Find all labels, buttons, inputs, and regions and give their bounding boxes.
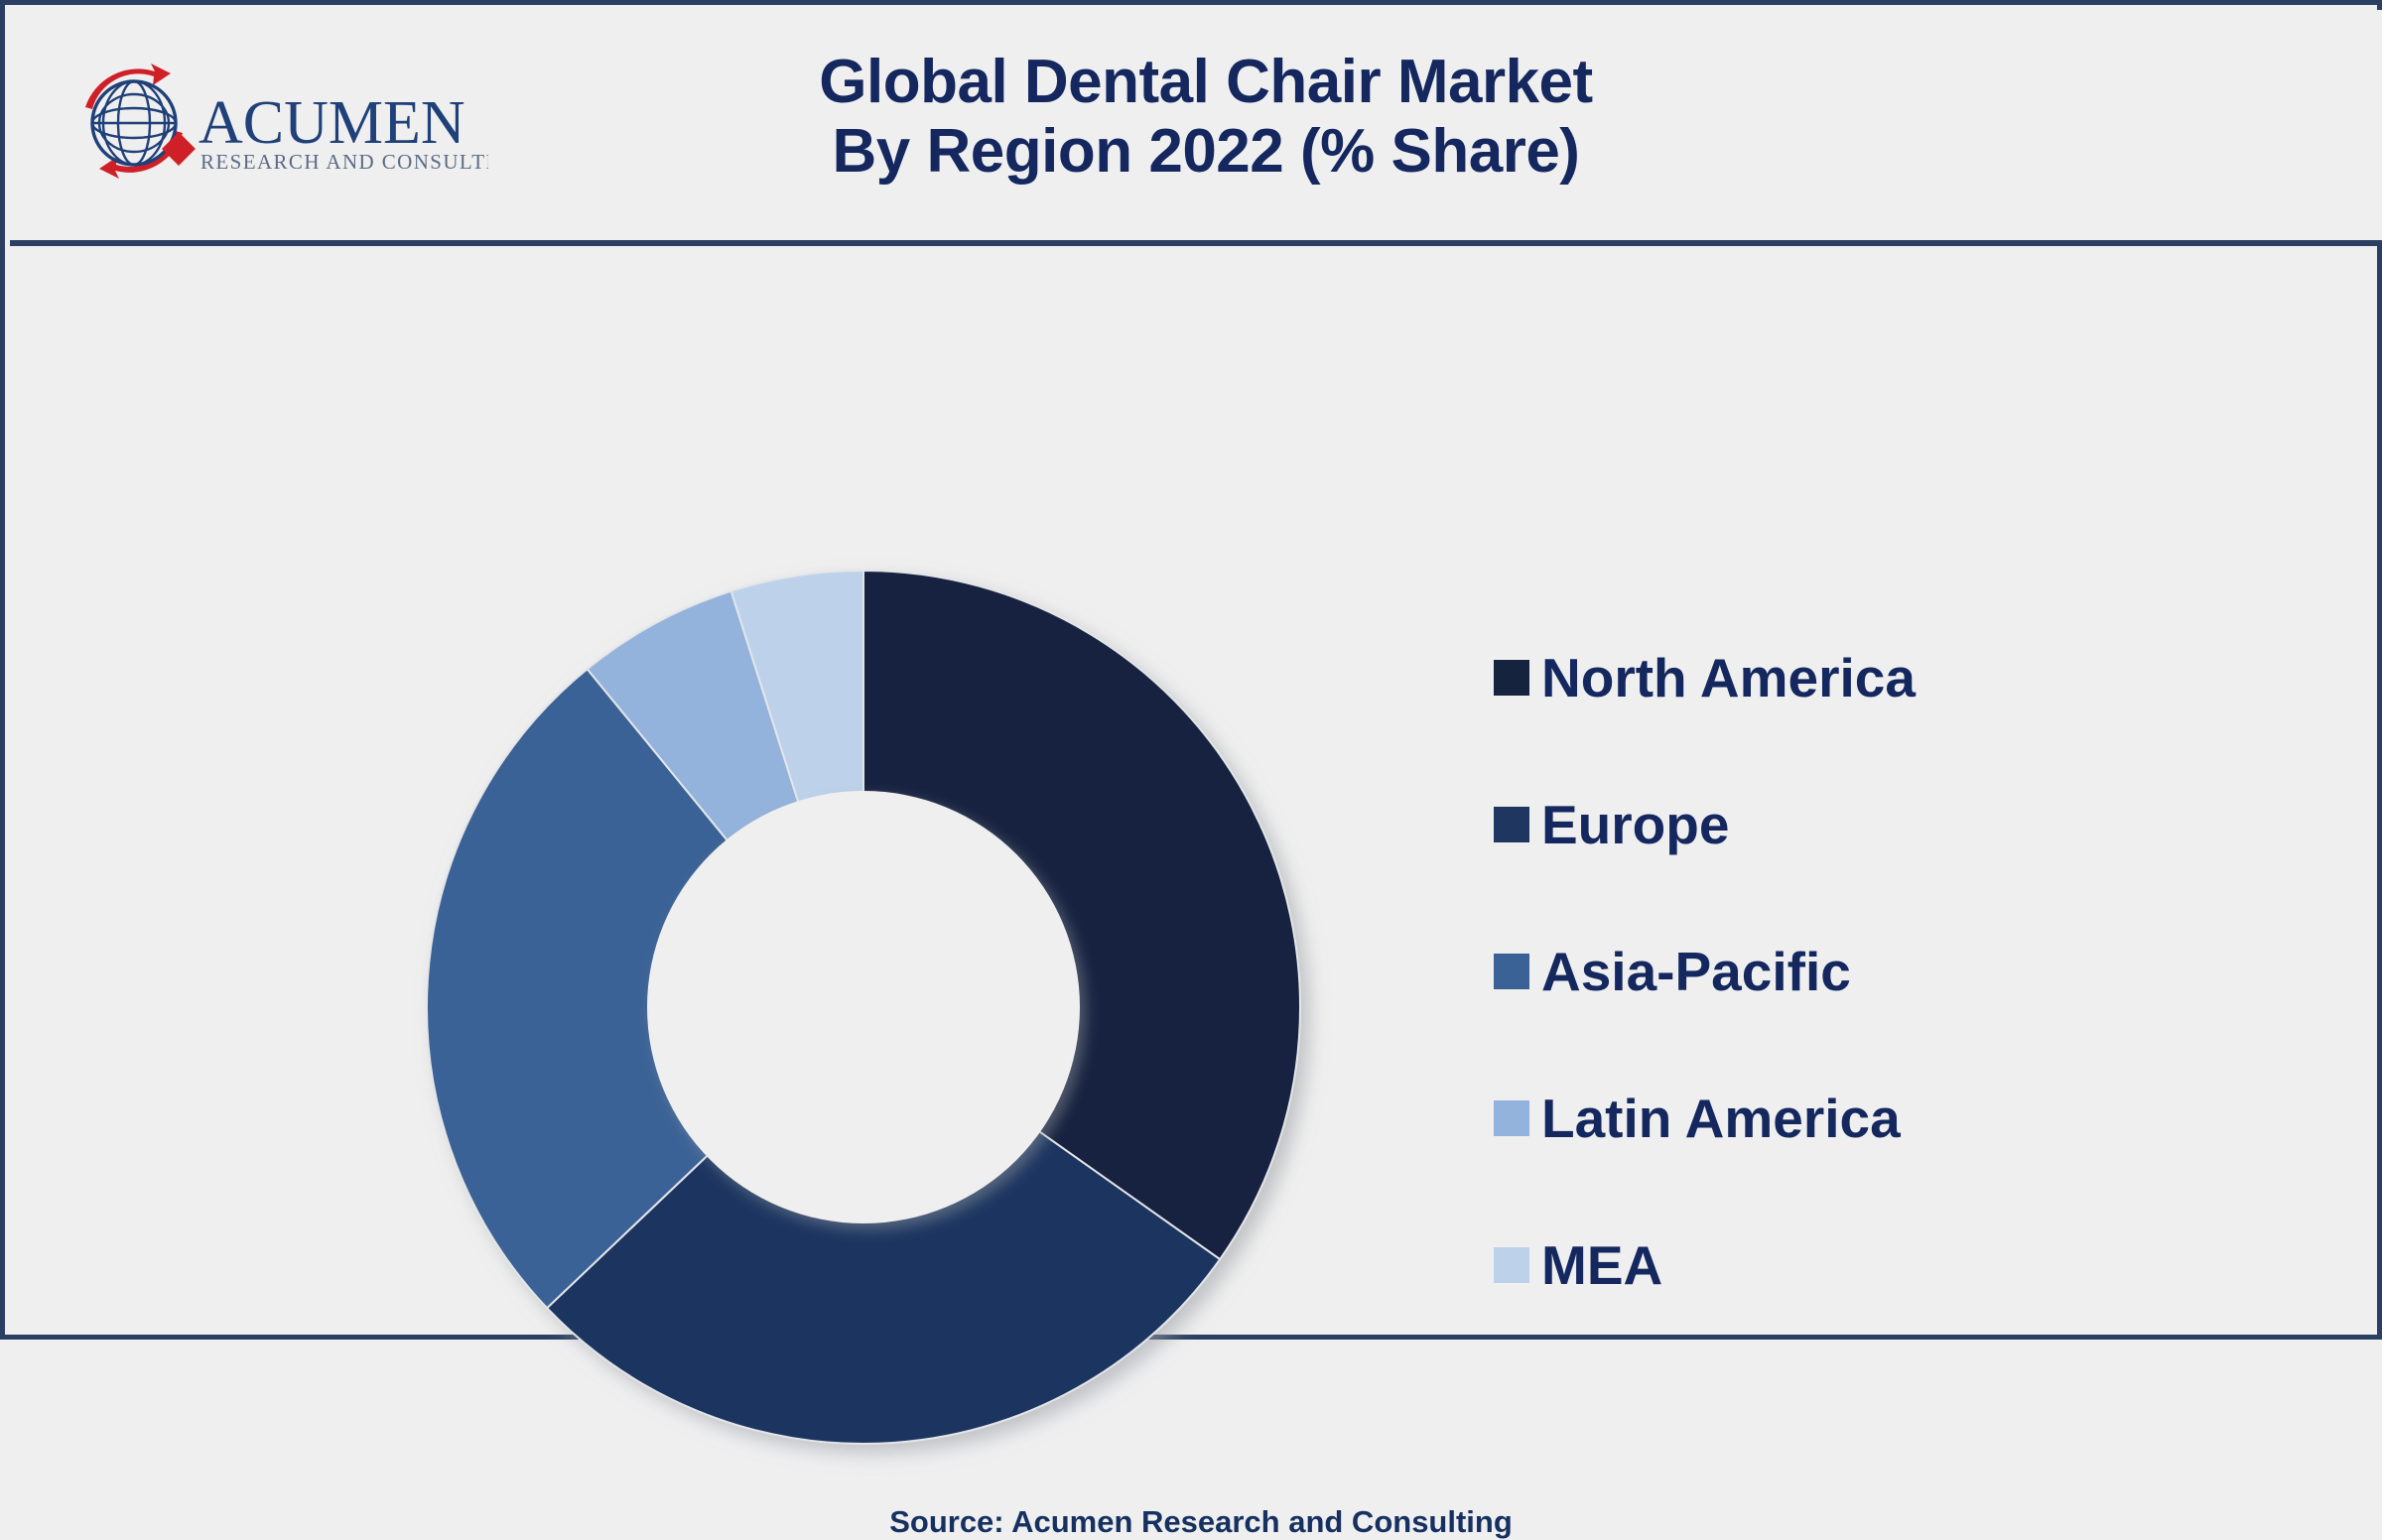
legend-swatch-mea <box>1494 1247 1529 1283</box>
legend-item-mea[interactable]: MEA <box>1494 1217 2268 1314</box>
logo-globe-parallel-2 <box>97 92 171 154</box>
source-caption: Source: Acumen Research and Consulting <box>889 1504 1513 1539</box>
legend-label-north-america: North America <box>1541 646 1916 708</box>
logo-diamond-icon <box>162 132 196 166</box>
donut-svg <box>426 569 1301 1445</box>
chart-body: North America Europe Asia-Pacific Latin … <box>10 252 2382 1539</box>
page-title: Global Dental Chair Market By Region 202… <box>705 48 1707 187</box>
logo-globe-parallel-1 <box>90 106 178 140</box>
logo-artwork: ACUMEN RESEARCH AND CONSULTING <box>85 64 488 179</box>
donut-hole <box>647 791 1080 1223</box>
legend-label-europe: Europe <box>1541 793 1730 855</box>
legend-swatch-europe <box>1494 807 1529 842</box>
donut-slice-asia-pacific[interactable] <box>426 667 865 1310</box>
legend-swatch-latin-america <box>1494 1100 1529 1136</box>
donut-chart <box>422 565 1315 1458</box>
legend-label-latin-america: Latin America <box>1541 1087 1901 1149</box>
legend-label-mea: MEA <box>1541 1233 1663 1296</box>
legend-swatch-north-america <box>1494 660 1529 696</box>
legend-item-latin-america[interactable]: Latin America <box>1494 1070 2268 1167</box>
legend-item-north-america[interactable]: North America <box>1494 629 2268 726</box>
legend-label-asia-pacific: Asia-Pacific <box>1541 940 1851 1002</box>
logo-arc-bottom-icon <box>99 131 183 179</box>
acumen-logo: ACUMEN RESEARCH AND CONSULTING <box>71 62 488 191</box>
logo-tagline: RESEARCH AND CONSULTING <box>200 150 488 174</box>
legend-item-asia-pacific[interactable]: Asia-Pacific <box>1494 923 2268 1020</box>
legend-item-europe[interactable]: Europe <box>1494 776 2268 873</box>
logo-wordmark: ACUMEN <box>198 89 465 157</box>
donut-slice-north-america[interactable] <box>862 569 1301 1261</box>
chart-legend: North America Europe Asia-Pacific Latin … <box>1494 629 2268 1314</box>
title-line-2: By Region 2022 (% Share) <box>832 117 1580 187</box>
logo-arc-top-icon <box>85 64 171 109</box>
title-line-1: Global Dental Chair Market <box>819 48 1593 116</box>
header: ACUMEN RESEARCH AND CONSULTING Global De… <box>10 10 2382 246</box>
legend-swatch-asia-pacific <box>1494 954 1529 989</box>
